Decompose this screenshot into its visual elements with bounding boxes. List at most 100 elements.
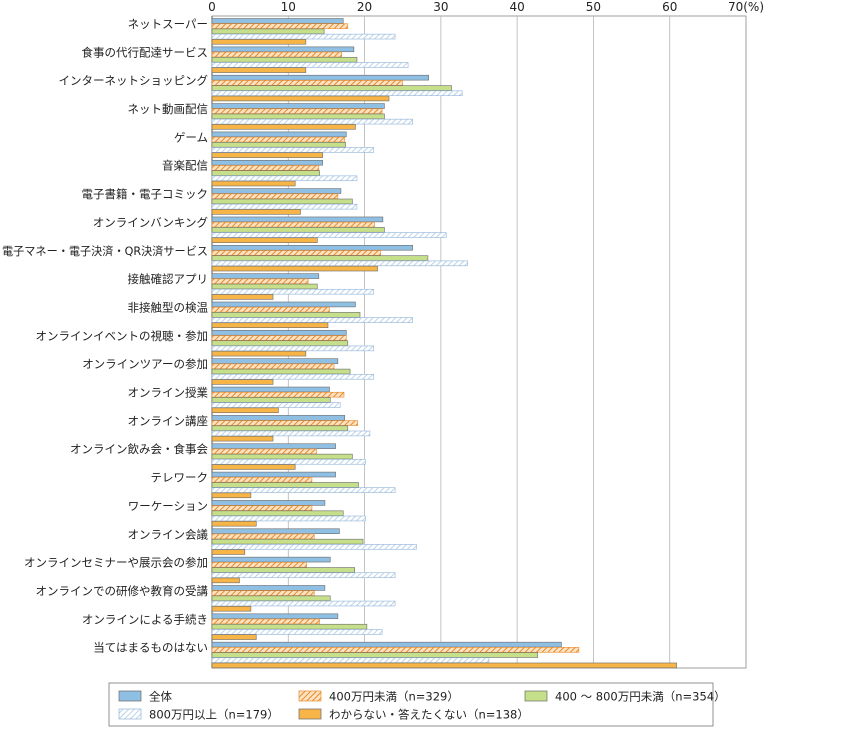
bar	[211, 500, 326, 506]
bar	[211, 180, 296, 187]
bar	[211, 85, 452, 91]
legend-box	[108, 682, 714, 727]
bar	[211, 80, 404, 86]
bar	[211, 415, 346, 421]
legend: 全体 400万円未満（n=329） 400 ～ 800万円未満（n=354） 800万…	[108, 682, 726, 727]
bar	[211, 402, 341, 408]
bar	[211, 363, 335, 370]
legend-label: 800万円以上（n=179）	[149, 708, 279, 722]
bar	[211, 188, 342, 194]
bar	[211, 358, 339, 364]
bar	[211, 520, 257, 527]
bar	[211, 221, 375, 228]
bar	[211, 397, 331, 403]
bar	[211, 528, 340, 534]
legend-swatch	[524, 690, 548, 702]
x-tick-label: 60	[662, 0, 677, 14]
bar	[211, 585, 326, 591]
legend-label: 全体	[149, 690, 172, 704]
bar	[211, 595, 331, 602]
bar	[211, 657, 490, 663]
bar	[211, 647, 580, 653]
bar	[211, 62, 409, 68]
bar	[211, 425, 349, 431]
bar	[211, 453, 353, 460]
bar	[211, 459, 366, 465]
bar	[211, 549, 246, 555]
x-tick-label: 0	[208, 0, 216, 14]
x-tick-label: 10	[281, 0, 296, 14]
category-label: オンラインセミナーや展示会の参加	[24, 556, 208, 570]
bar	[211, 294, 274, 300]
bar	[211, 278, 309, 285]
bar	[211, 312, 361, 318]
bar	[211, 544, 417, 550]
bar	[211, 618, 320, 625]
bar	[211, 245, 413, 251]
bar	[211, 340, 349, 346]
category-label: オンライン会議	[128, 527, 209, 541]
x-tick-label: 30	[433, 0, 448, 14]
category-label: 非接触型の検温	[128, 300, 209, 314]
category-label: オンライン講座	[128, 414, 209, 428]
bar	[211, 623, 368, 630]
bars	[211, 18, 677, 669]
x-tick-label: 20	[357, 0, 372, 14]
x-tick-label: 40	[510, 0, 525, 14]
category-label: オンライン授業	[128, 386, 209, 400]
bar	[211, 430, 371, 437]
bar	[211, 373, 375, 380]
bar	[211, 505, 313, 511]
bar	[211, 330, 347, 336]
category-label: ゲーム	[174, 130, 208, 144]
category-label: オンラインツアーの参加	[82, 357, 208, 371]
bar	[211, 198, 353, 205]
bar	[211, 136, 346, 143]
bar	[211, 170, 320, 176]
bar	[211, 471, 336, 478]
bar	[211, 147, 375, 153]
bar	[211, 482, 359, 488]
legend-label: わからない・答えたくない（n=138）	[329, 708, 529, 722]
bar	[211, 317, 413, 323]
bar	[211, 273, 320, 279]
bar	[211, 464, 296, 470]
bar	[211, 216, 384, 223]
bar	[211, 260, 468, 267]
category-label: オンラインによる手続き	[82, 612, 208, 626]
bar	[211, 175, 358, 182]
bar	[211, 108, 383, 114]
bar	[211, 142, 346, 148]
bar	[211, 113, 385, 120]
bar	[211, 322, 329, 329]
bar	[211, 103, 385, 109]
category-label: オンラインイベントの視聴・参加	[36, 329, 209, 343]
bar	[211, 567, 355, 573]
bar	[211, 443, 336, 449]
bar	[211, 46, 355, 53]
bar	[211, 435, 274, 442]
bar	[211, 605, 252, 612]
category-labels: ネットスーパー食事の代行配達サービスインターネットショッピングネット動画配信ゲー…	[2, 17, 208, 655]
bar	[211, 237, 318, 243]
bar	[211, 265, 378, 272]
bar	[211, 556, 331, 563]
x-tick-label: 70(%)	[728, 0, 764, 14]
bar	[211, 165, 320, 171]
bar	[211, 634, 257, 640]
bar	[211, 448, 317, 455]
bar	[211, 562, 307, 568]
bar	[211, 23, 349, 29]
bar	[211, 95, 390, 102]
bar	[211, 232, 447, 238]
bar	[211, 652, 539, 658]
bar	[211, 18, 344, 24]
category-label: オンラインバンキング	[93, 215, 209, 229]
bar	[211, 288, 375, 295]
bar	[211, 590, 315, 596]
legend-label: 400 ～ 800万円未満（n=354）	[555, 690, 726, 704]
bar	[211, 152, 323, 158]
bar	[211, 301, 356, 308]
bar	[211, 67, 307, 73]
